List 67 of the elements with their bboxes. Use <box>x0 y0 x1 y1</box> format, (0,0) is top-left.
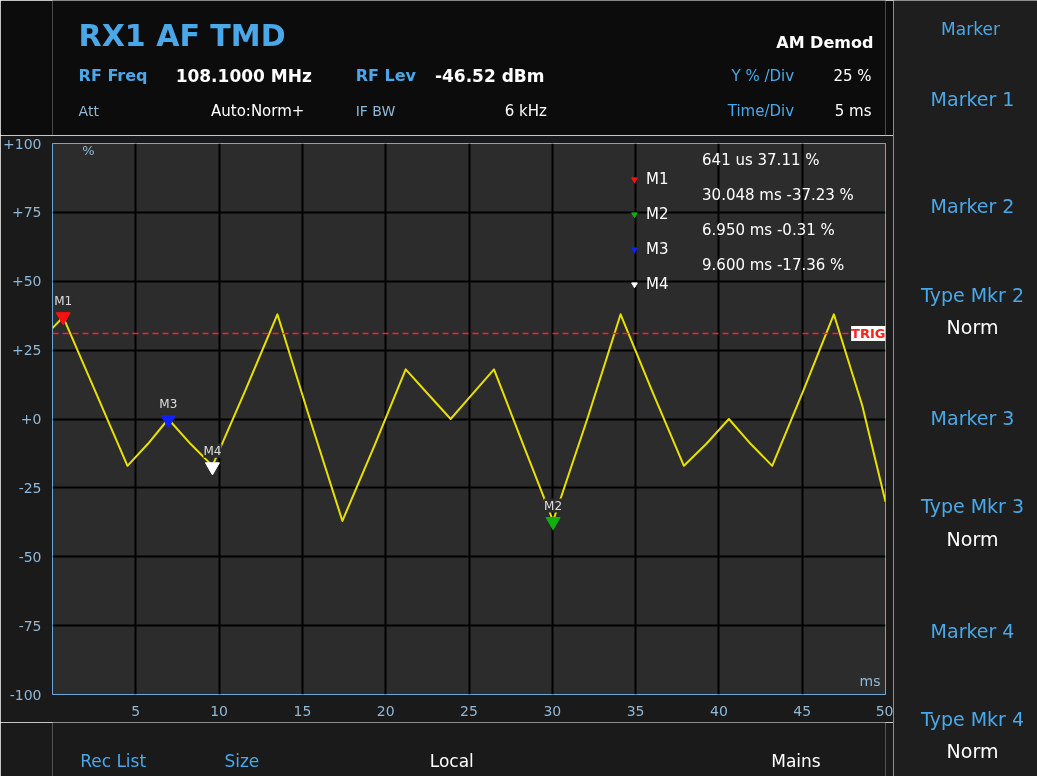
text: 6 kHz <box>504 101 548 120</box>
text: Type Mkr 4 <box>919 707 1025 730</box>
y-tick-label: +50 <box>11 273 42 290</box>
x-tick-label: 30 <box>543 702 562 719</box>
y-tick-label: +0 <box>20 411 42 427</box>
text: M3 <box>159 396 178 411</box>
annotation: 6.950 ms -0.31 % <box>702 220 835 239</box>
text: -46.52 dBm <box>434 65 545 86</box>
text: 108.1000 MHz <box>175 65 312 86</box>
text: AM Demod <box>776 33 874 52</box>
y-tick-label: -25 <box>18 479 42 496</box>
text: Marker 3 <box>930 406 1015 429</box>
x-tick-label: 35 <box>626 702 645 719</box>
text: M1 <box>54 293 73 308</box>
point <box>204 462 220 476</box>
legend-label: M2 <box>646 204 669 225</box>
annotation: 30.048 ms -37.23 % <box>702 185 854 204</box>
x-tick-label: 40 <box>709 702 728 719</box>
y-tick-label: +75 <box>11 204 42 221</box>
text: Size <box>224 750 260 771</box>
text: 25 % <box>833 66 872 85</box>
y-tick-label: +25 <box>11 342 42 359</box>
text: Type Mkr 2 <box>919 283 1025 306</box>
legend-label: M1 <box>646 169 669 190</box>
annotation: 9.600 ms -17.36 % <box>702 255 845 274</box>
x-tick-label: 20 <box>376 702 395 719</box>
text: Auto:Norm+ <box>211 101 305 120</box>
text: Norm <box>946 315 999 338</box>
chart-title: RX1 AF TMD <box>78 18 286 53</box>
text: Rec List <box>80 750 147 771</box>
legend-label: M3 <box>646 239 669 260</box>
x-tick-label: 15 <box>293 702 312 719</box>
x-tick-label: 5 <box>131 702 141 719</box>
point <box>545 517 561 531</box>
text: RF Lev <box>355 66 417 85</box>
text: Norm <box>946 739 999 762</box>
text: Marker 1 <box>930 87 1015 110</box>
y-axis-title: % <box>82 143 95 158</box>
x-tick-label: 50 <box>875 702 894 719</box>
y-tick-label: -100 <box>9 686 42 703</box>
y-tick-label: -75 <box>18 617 42 634</box>
text: IF BW <box>355 102 396 119</box>
x-tick-label: 45 <box>793 702 812 719</box>
text: M4 <box>203 443 222 458</box>
text: RF Freq <box>78 66 148 85</box>
text: Norm <box>946 527 999 550</box>
x-tick-label: 25 <box>460 702 478 719</box>
y-tick-label: -50 <box>18 548 42 565</box>
text: Marker 4 <box>930 619 1015 642</box>
text: Type Mkr 3 <box>919 494 1025 517</box>
annotation: 641 us 37.11 % <box>702 150 820 169</box>
y-tick-label: +100 <box>3 135 42 152</box>
x-tick-label: 10 <box>210 702 229 719</box>
legend-label: M4 <box>646 274 669 295</box>
text: M2 <box>544 498 563 513</box>
text: Marker <box>941 18 1000 39</box>
text: Local <box>429 750 474 771</box>
ref-line-label: TRIG <box>851 326 886 342</box>
x-axis-title: ms <box>859 672 881 689</box>
text: Y % /Div <box>730 66 795 85</box>
text: 5 ms <box>834 101 872 120</box>
text: Mains <box>771 750 821 771</box>
point <box>160 415 176 429</box>
text: Att <box>78 102 100 119</box>
text: Time/Div <box>726 101 795 120</box>
point <box>55 312 71 326</box>
text: Marker 2 <box>930 194 1015 217</box>
